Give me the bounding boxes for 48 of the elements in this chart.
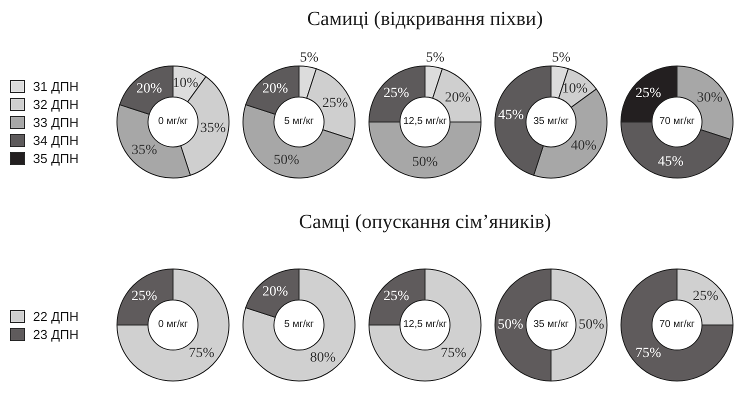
data-label: 25% [692,288,719,304]
data-label: 50% [578,318,605,332]
data-label: 25% [322,96,348,112]
legend-label: 33 ДПН [33,114,79,130]
slice-label: 12,5 мг/кг [403,116,447,127]
slice-label: 0 мг/кг [158,116,188,127]
chart-title: Самці (опускання сім’яників) [298,211,552,234]
data-label: 10% [172,76,199,91]
legend-label: 22 ДПН [33,308,79,324]
legend-label: 23 ДПН [33,326,79,342]
data-label: 25% [636,86,662,101]
slice-label: 0 мг/кг [157,318,189,332]
data-label: 30% [696,90,723,106]
data-label: 25% [132,288,158,304]
legend-label: 35 ДПН [33,150,79,166]
data-label: 50% [274,153,300,168]
slice-label: 70 мг/кг [658,115,696,129]
data-label: 35% [132,143,158,158]
data-label: 45% [498,108,524,124]
data-label: 45% [658,154,684,170]
slice-label: 5 мг/кг [283,318,315,332]
slice-label: 35 мг/кг [533,319,569,330]
legend-label: 34 ДПН [33,132,79,148]
data-label: 75% [188,346,215,362]
chart-title: Самиці (відкривання піхви) [306,8,544,31]
data-label: 75% [440,346,467,362]
legend-label: 32 ДПН [33,96,79,112]
data-label: 80% [310,350,336,366]
legend-label: 31 ДПН [33,78,79,94]
data-label: 20% [444,90,471,106]
slice-label: 35 мг/кг [533,116,569,127]
data-label: 35% [200,120,226,136]
slice-label: 12,5 мг/кг [403,319,447,330]
data-label: 5% [300,50,319,66]
data-label: 50% [498,318,524,332]
data-label: 50% [412,155,438,170]
data-label: 25% [384,288,410,304]
data-label: 20% [262,82,288,97]
data-label: 25% [384,86,410,101]
slice-label: 5 мг/кг [284,116,314,127]
data-label: 20% [136,82,162,97]
data-label: 20% [262,284,288,300]
data-label: 10% [562,82,588,97]
data-label: 5% [426,50,445,66]
data-label: 75% [636,346,662,362]
data-label: 5% [552,50,571,66]
slice-label: 70 мг/кг [659,319,695,330]
data-label: 40% [570,138,597,154]
